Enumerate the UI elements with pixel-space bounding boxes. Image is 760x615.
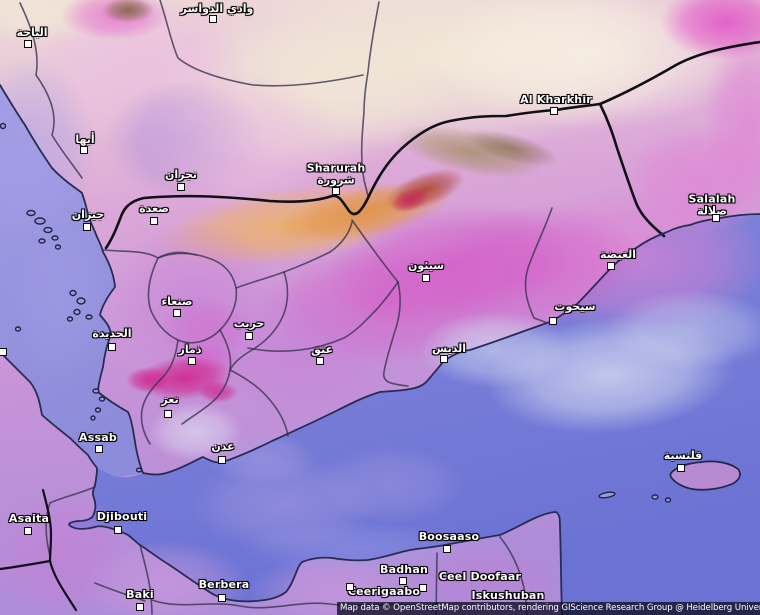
islands [0,122,741,503]
attribution-bar: Map data © OpenStreetMap contributors, r… [337,602,760,615]
coastlines [0,84,760,615]
country-borders [0,40,760,612]
admin-borders [19,0,553,615]
